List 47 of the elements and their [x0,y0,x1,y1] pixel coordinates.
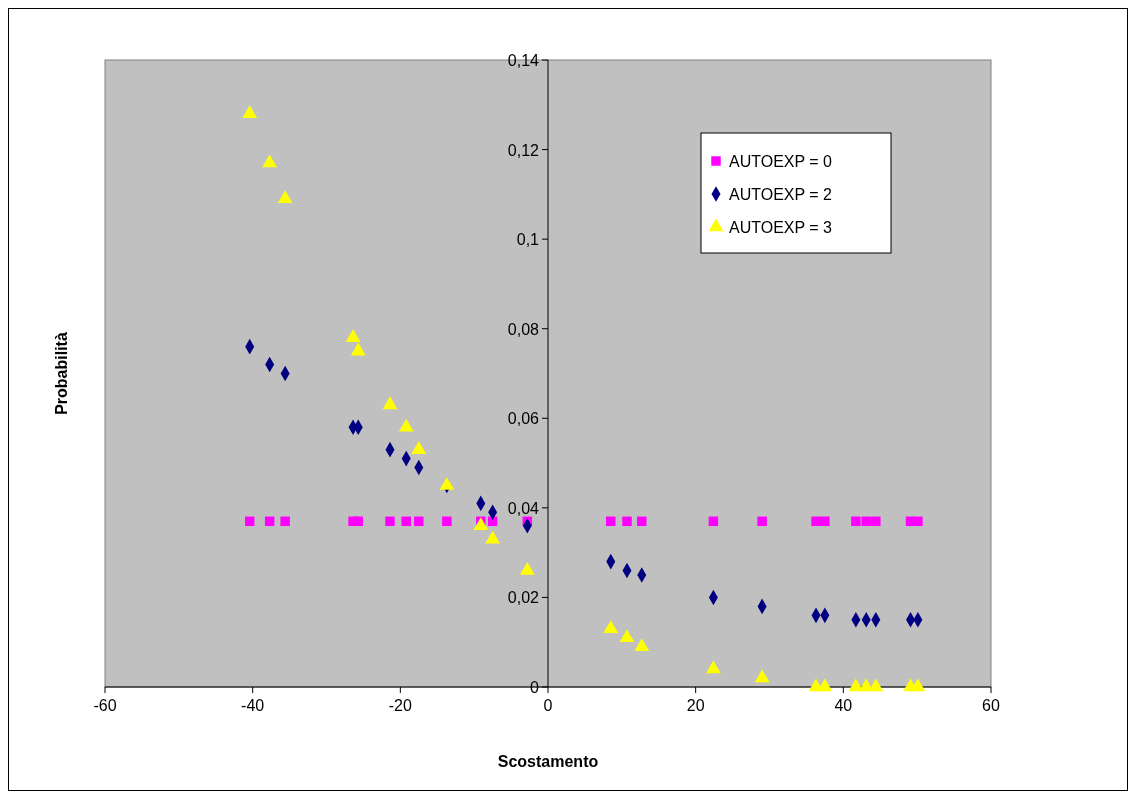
x-tick-label: -40 [241,697,265,714]
y-axis-title: Probabilità [53,332,70,415]
point [637,516,647,527]
point [861,516,871,527]
y-tick-label: 0,08 [507,320,540,338]
x-axis-title: Scostamento [497,753,599,770]
point [382,396,398,410]
point [398,418,414,432]
y-tick-label: 0,06 [507,410,540,428]
point [353,516,363,527]
point [871,516,881,527]
point [606,516,616,527]
y-tick-label: 0,02 [507,589,540,607]
point [401,516,411,527]
x-tick-label: 40 [834,697,853,714]
y-tick-label: 0,12 [507,141,540,159]
y-tick-label: 0,14 [507,52,540,69]
point [280,516,290,527]
point [622,516,632,527]
point [277,190,293,204]
point [811,516,821,527]
point [473,517,489,531]
point [385,516,395,527]
point [242,105,258,119]
x-tick-label: -20 [388,697,412,714]
x-tick-label: 60 [982,697,1000,714]
point [442,516,452,527]
point [851,516,861,527]
point [345,329,361,342]
point [757,516,767,527]
point [244,516,255,527]
point [350,342,366,356]
point [820,516,830,527]
point [264,516,275,527]
point [913,516,923,527]
x-tick-label: 0 [543,697,553,714]
point [414,516,424,527]
point [262,154,278,168]
y-tick-label: 0,04 [507,499,540,517]
legend-label: AUTOEXP = 2 [729,186,833,203]
x-tick-label: -60 [93,697,117,714]
legend-label: AUTOEXP = 0 [729,153,833,170]
point [411,441,427,454]
y-tick-label: 0,1 [516,231,540,249]
legend-label: AUTOEXP = 3 [729,219,833,236]
point [708,516,719,527]
x-tick-label: 20 [686,697,705,714]
